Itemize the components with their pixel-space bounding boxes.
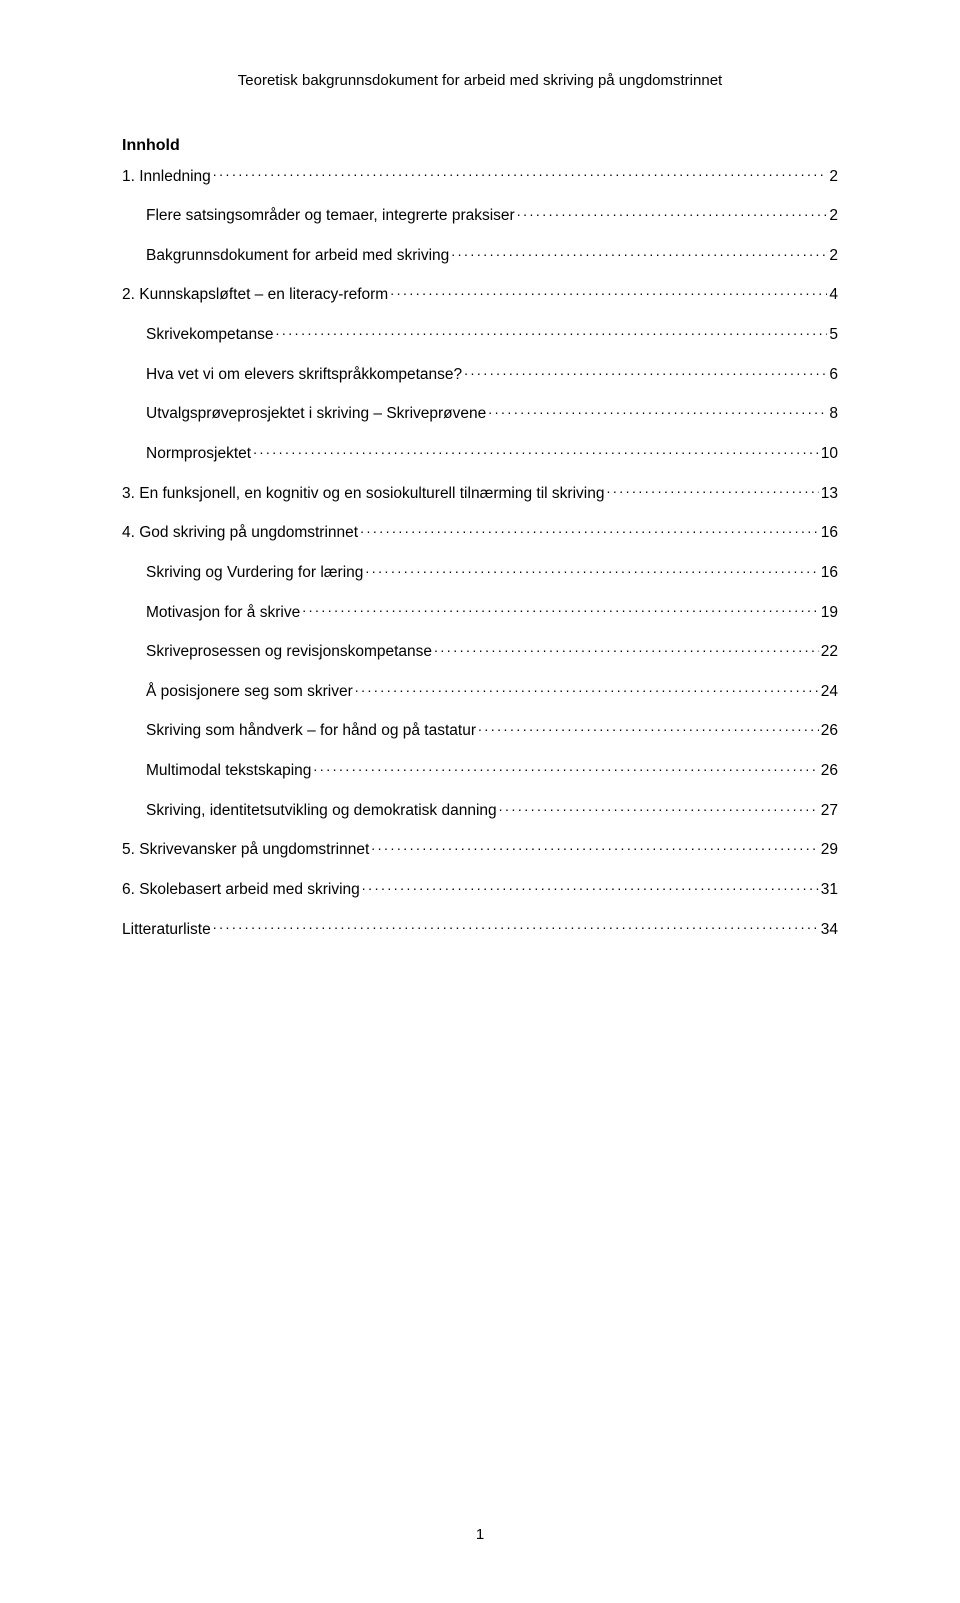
toc-leader-dots — [360, 522, 819, 538]
toc-entry-page: 34 — [821, 920, 838, 940]
toc-entry-label: 6. Skolebasert arbeid med skriving — [122, 880, 360, 900]
toc-leader-dots — [606, 482, 818, 498]
running-header: Teoretisk bakgrunnsdokument for arbeid m… — [122, 72, 838, 89]
toc-entry-page: 26 — [821, 761, 838, 781]
toc-entry-label: Skriveprosessen og revisjonskompetanse — [146, 642, 432, 662]
toc-leader-dots — [213, 918, 819, 934]
toc-entry[interactable]: Litteraturliste 34 — [122, 918, 838, 940]
toc-leader-dots — [371, 839, 818, 855]
toc-entry-page: 2 — [829, 167, 838, 187]
toc-entry-label: Litteraturliste — [122, 920, 211, 940]
toc-title: Innhold — [122, 137, 838, 155]
toc-entry-page: 24 — [821, 682, 838, 702]
toc-entry[interactable]: Utvalgsprøveprosjektet i skriving – Skri… — [146, 403, 838, 425]
toc-leader-dots — [464, 363, 827, 379]
table-of-contents: 1. Innledning 2 Flere satsingsområder og t… — [122, 165, 838, 940]
toc-entry[interactable]: Å posisjonere seg som skriver 24 — [146, 680, 838, 702]
toc-leader-dots — [253, 442, 819, 458]
toc-entry-label: Utvalgsprøveprosjektet i skriving – Skri… — [146, 404, 486, 424]
toc-leader-dots — [365, 561, 818, 577]
toc-entry-page: 4 — [829, 285, 838, 305]
toc-entry-page: 26 — [821, 721, 838, 741]
toc-entry[interactable]: Skriving, identitetsutvikling og demokra… — [146, 799, 838, 821]
document-page: Teoretisk bakgrunnsdokument for arbeid m… — [0, 0, 960, 1603]
header-text: Teoretisk bakgrunnsdokument for arbeid m… — [238, 72, 722, 89]
toc-entry-label: Skriving, identitetsutvikling og demokra… — [146, 801, 497, 821]
toc-entry-page: 29 — [821, 840, 838, 860]
toc-entry[interactable]: 1. Innledning 2 — [122, 165, 838, 187]
toc-entry-page: 2 — [829, 206, 838, 226]
toc-leader-dots — [213, 165, 828, 181]
toc-entry-page: 19 — [821, 603, 838, 623]
toc-entry[interactable]: Skriving som håndverk – for hånd og på t… — [146, 720, 838, 742]
toc-entry-page: 27 — [821, 801, 838, 821]
toc-entry[interactable]: 3. En funksjonell, en kognitiv og en sos… — [122, 482, 838, 504]
toc-entry-label: 5. Skrivevansker på ungdomstrinnet — [122, 840, 369, 860]
toc-entry[interactable]: 6. Skolebasert arbeid med skriving 31 — [122, 879, 838, 901]
toc-leader-dots — [390, 284, 827, 300]
toc-leader-dots — [488, 403, 827, 419]
toc-entry-page: 6 — [829, 365, 838, 385]
toc-entry[interactable]: 5. Skrivevansker på ungdomstrinnet 29 — [122, 839, 838, 861]
toc-entry[interactable]: 2. Kunnskapsløftet – en literacy-reform 4 — [122, 284, 838, 306]
toc-leader-dots — [302, 601, 819, 617]
toc-leader-dots — [276, 324, 828, 340]
toc-entry-label: Multimodal tekstskaping — [146, 761, 311, 781]
toc-entry-page: 16 — [821, 523, 838, 543]
toc-entry-label: Skriving som håndverk – for hånd og på t… — [146, 721, 476, 741]
toc-leader-dots — [362, 879, 819, 895]
toc-entry-label: Skriving og Vurdering for læring — [146, 563, 363, 583]
toc-entry-page: 2 — [829, 246, 838, 266]
page-number: 1 — [0, 1526, 960, 1543]
toc-entry-label: Motivasjon for å skrive — [146, 603, 300, 623]
toc-leader-dots — [499, 799, 819, 815]
toc-leader-dots — [434, 641, 819, 657]
toc-leader-dots — [313, 760, 818, 776]
toc-entry[interactable]: Flere satsingsområder og temaer, integre… — [146, 205, 838, 227]
toc-entry-label: 4. God skriving på ungdomstrinnet — [122, 523, 358, 543]
toc-entry-page: 22 — [821, 642, 838, 662]
toc-entry[interactable]: Skriveprosessen og revisjonskompetanse 22 — [146, 641, 838, 663]
toc-leader-dots — [451, 244, 827, 260]
toc-entry[interactable]: 4. God skriving på ungdomstrinnet 16 — [122, 522, 838, 544]
toc-entry-page: 13 — [821, 484, 838, 504]
toc-leader-dots — [517, 205, 828, 221]
toc-entry[interactable]: Motivasjon for å skrive 19 — [146, 601, 838, 623]
toc-entry-label: 3. En funksjonell, en kognitiv og en sos… — [122, 484, 604, 504]
toc-entry-label: Hva vet vi om elevers skriftspråkkompeta… — [146, 365, 462, 385]
toc-leader-dots — [478, 720, 819, 736]
toc-leader-dots — [355, 680, 819, 696]
toc-entry-label: Normprosjektet — [146, 444, 251, 464]
toc-entry-label: Bakgrunnsdokument for arbeid med skrivin… — [146, 246, 449, 266]
toc-entry-label: 1. Innledning — [122, 167, 211, 187]
toc-entry[interactable]: Bakgrunnsdokument for arbeid med skrivin… — [146, 244, 838, 266]
toc-entry[interactable]: Skriving og Vurdering for læring 16 — [146, 561, 838, 583]
toc-entry-label: Skrivekompetanse — [146, 325, 274, 345]
toc-entry-label: 2. Kunnskapsløftet – en literacy-reform — [122, 285, 388, 305]
toc-entry[interactable]: Skrivekompetanse 5 — [146, 324, 838, 346]
toc-entry-label: Å posisjonere seg som skriver — [146, 682, 353, 702]
toc-entry[interactable]: Multimodal tekstskaping 26 — [146, 760, 838, 782]
toc-entry-page: 31 — [821, 880, 838, 900]
toc-entry-page: 16 — [821, 563, 838, 583]
toc-entry-label: Flere satsingsområder og temaer, integre… — [146, 206, 515, 226]
toc-entry-page: 5 — [829, 325, 838, 345]
toc-entry[interactable]: Hva vet vi om elevers skriftspråkkompeta… — [146, 363, 838, 385]
toc-entry-page: 10 — [821, 444, 838, 464]
toc-entry-page: 8 — [829, 404, 838, 424]
toc-entry[interactable]: Normprosjektet 10 — [146, 442, 838, 464]
